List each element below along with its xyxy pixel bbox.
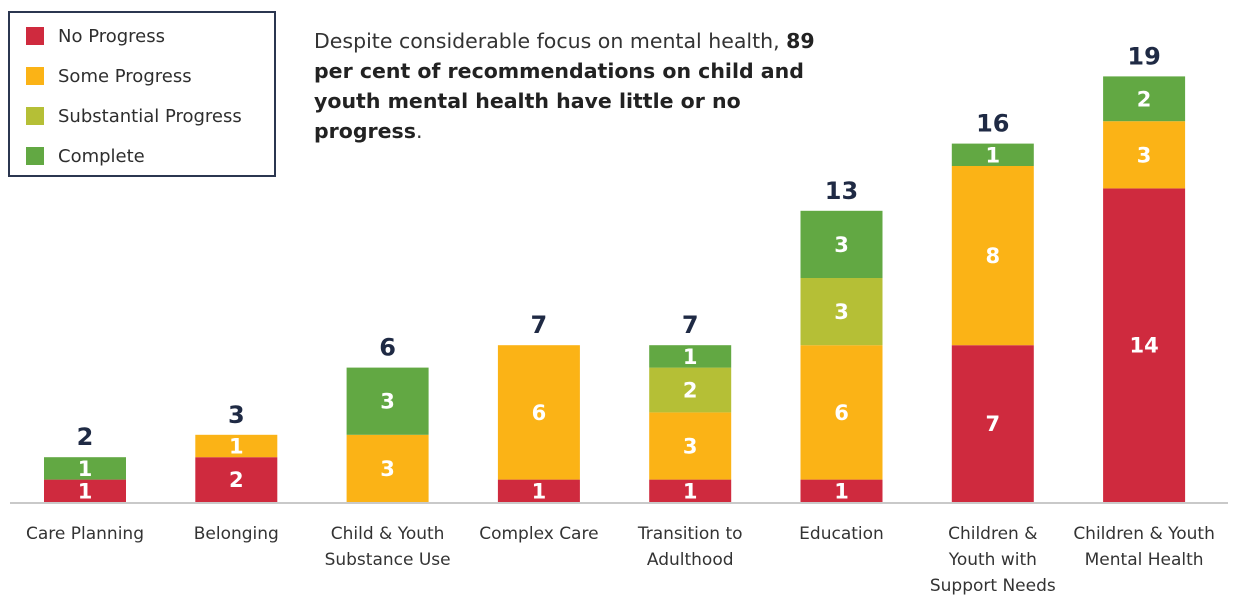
bar-segment-children-and-youth-with-support-needs-some-progress <box>951 166 1034 346</box>
legend-swatch-no-progress <box>26 27 44 45</box>
legend-item-substantial-progress: Substantial Progress <box>26 105 242 127</box>
bar-segment-belonging-some-progress <box>195 434 278 458</box>
segment-value-label: 2 <box>683 379 698 403</box>
legend-label-no-progress: No Progress <box>58 25 166 47</box>
segment-value-label: 1 <box>78 479 93 503</box>
annotation-text-after: . <box>415 119 423 143</box>
segment-value-label: 3 <box>380 457 395 481</box>
bar-segment-children-and-youth-with-support-needs-no-progress <box>951 345 1034 502</box>
bar-segment-complex-care-some-progress <box>497 345 580 480</box>
segment-value-label: 6 <box>532 401 547 425</box>
segment-value-label: 3 <box>1137 143 1152 167</box>
category-labels-layer: Care Planning Belonging Child & Youth Subst… <box>26 524 1215 596</box>
segment-value-label: 1 <box>683 479 698 503</box>
segment-value-label: 1 <box>834 479 849 503</box>
category-label-complex-care: Complex Care <box>479 524 598 544</box>
bar-segment-care-planning-complete <box>44 457 126 480</box>
legend-swatch-substantial-progress <box>26 107 44 125</box>
segment-value-label: 1 <box>683 345 698 369</box>
bar-segment-education-substantial-progress <box>800 278 883 346</box>
bar-segment-children-and-youth-mental-health-no-progress <box>1103 188 1186 502</box>
legend-item-some-progress: Some Progress <box>26 65 192 87</box>
category-label-transition-to-adulthood: Transition to Adulthood <box>637 524 743 570</box>
bar-total-label: 2 <box>77 423 94 451</box>
segment-value-label: 1 <box>229 435 244 459</box>
segment-value-label: 8 <box>985 244 1000 268</box>
legend-label-substantial-progress: Substantial Progress <box>58 105 242 127</box>
legend-label-some-progress: Some Progress <box>58 65 192 87</box>
bar-segment-education-no-progress <box>800 479 883 502</box>
annotation-text-bold: 89 per cent of recommendations on child … <box>314 29 815 143</box>
segment-value-label: 2 <box>229 468 244 492</box>
category-label-education: Education <box>799 524 884 544</box>
bar-segment-children-and-youth-mental-health-some-progress <box>1103 121 1186 189</box>
bar-segment-child-and-youth-substance-use-complete <box>346 367 429 435</box>
bar-segment-education-complete <box>800 210 883 278</box>
bar-segment-belonging-no-progress <box>195 457 278 502</box>
bar-total-label: 7 <box>682 311 699 339</box>
bar-segment-transition-to-adulthood-complete <box>649 345 732 368</box>
bar-total-label: 13 <box>825 177 858 205</box>
bar-segment-transition-to-adulthood-substantial-progress <box>649 367 732 413</box>
bar-total-label: 3 <box>228 401 245 429</box>
segment-value-label: 1 <box>532 479 547 503</box>
category-label-care-planning: Care Planning <box>26 524 144 544</box>
segment-value-label: 3 <box>683 435 698 459</box>
bar-segment-child-and-youth-substance-use-some-progress <box>346 434 429 502</box>
legend-label-complete: Complete <box>58 145 145 167</box>
category-label-belonging: Belonging <box>194 524 279 544</box>
segment-value-label: 1 <box>985 143 1000 167</box>
segment-value-label: 3 <box>834 233 849 257</box>
category-label-child-and-youth-substance-use: Child & Youth Substance Use <box>325 524 451 570</box>
bar-segment-transition-to-adulthood-no-progress <box>649 479 732 502</box>
bar-segment-education-some-progress <box>800 345 883 480</box>
segment-value-label: 1 <box>78 457 93 481</box>
segment-value-label: 6 <box>834 401 849 425</box>
legend: No Progress Some Progress Substantial Pr… <box>8 11 276 177</box>
legend-item-complete: Complete <box>26 145 145 167</box>
category-label-children-and-youth-mental-health: Children & Youth Mental Health <box>1073 524 1215 570</box>
annotation-text-before: Despite considerable focus on mental hea… <box>314 29 787 53</box>
bar-total-label: 6 <box>379 334 396 362</box>
segment-value-label: 7 <box>985 412 1000 436</box>
legend-item-no-progress: No Progress <box>26 25 165 47</box>
category-label-children-and-youth-with-support-needs: Children & Youth with Support Needs <box>930 524 1056 596</box>
bar-total-label: 7 <box>531 311 548 339</box>
bar-segment-complex-care-no-progress <box>497 479 580 502</box>
bar-total-label: 16 <box>976 110 1009 138</box>
bar-segment-care-planning-no-progress <box>44 479 126 502</box>
legend-swatch-complete <box>26 147 44 165</box>
segment-value-label: 3 <box>380 390 395 414</box>
bar-segment-children-and-youth-with-support-needs-complete <box>951 143 1034 166</box>
bar-segment-transition-to-adulthood-some-progress <box>649 412 732 480</box>
legend-swatch-some-progress <box>26 67 44 85</box>
bar-segment-children-and-youth-mental-health-complete <box>1103 76 1186 122</box>
segment-value-label: 14 <box>1129 334 1158 358</box>
segment-value-label: 3 <box>834 300 849 324</box>
chart-annotation: Despite considerable focus on mental hea… <box>314 26 834 146</box>
segment-value-label: 2 <box>1137 87 1152 111</box>
bar-total-label: 19 <box>1127 42 1160 70</box>
